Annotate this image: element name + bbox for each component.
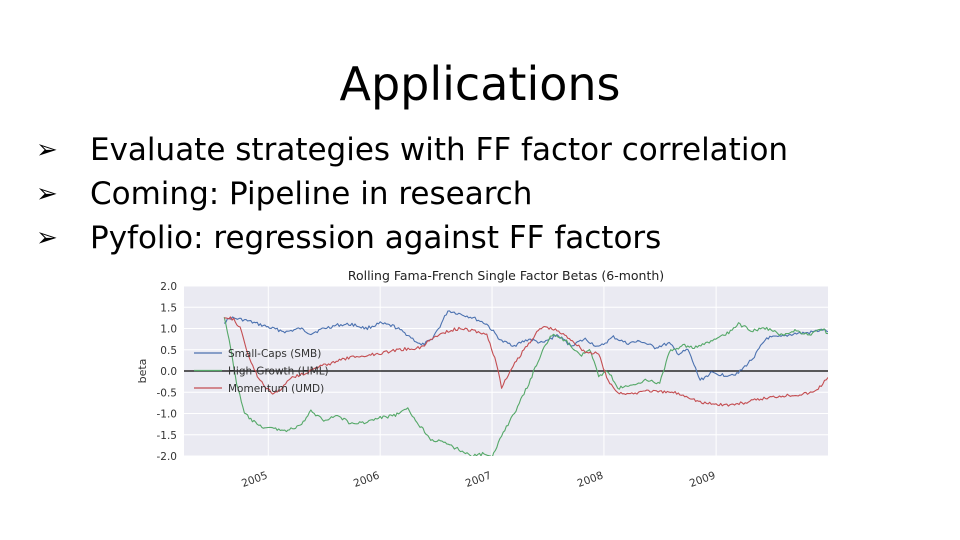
- y-tick-label: -0.5: [157, 387, 178, 399]
- y-tick-label: 2.0: [160, 281, 177, 293]
- y-tick-label: 1.5: [160, 302, 177, 314]
- bullet-text: Evaluate strategies with FF factor corre…: [90, 132, 789, 168]
- x-tick-label: 2006: [352, 469, 382, 490]
- bullet-text: Pyfolio: regression against FF factors: [90, 220, 662, 256]
- y-tick-label: -2.0: [157, 451, 178, 463]
- y-tick-label: -1.0: [157, 409, 178, 421]
- x-tick-label: 2005: [240, 470, 269, 490]
- y-tick-label: 0.5: [160, 345, 177, 357]
- legend-label: Momentum (UMD): [228, 383, 324, 395]
- x-tick-label: 2008: [576, 470, 605, 490]
- legend-label: High-Growth (HML): [228, 366, 329, 378]
- y-axis-label: beta: [136, 359, 149, 384]
- arrow-bullet-icon: ➢: [36, 179, 58, 209]
- arrow-bullet-icon: ➢: [36, 223, 58, 253]
- series-line: [224, 316, 828, 407]
- series-line: [223, 310, 828, 381]
- chart-title: Rolling Fama-French Single Factor Betas …: [348, 268, 664, 283]
- beta-line-chart: Rolling Fama-French Single Factor Betas …: [136, 268, 828, 490]
- legend-label: Small-Caps (SMB): [228, 348, 321, 360]
- series-group: [223, 310, 828, 456]
- series-line: [223, 316, 828, 456]
- y-tick-label: -1.5: [157, 430, 178, 442]
- y-tick-label: 1.0: [160, 324, 177, 336]
- x-tick-label: 2007: [464, 470, 493, 490]
- arrow-bullet-icon: ➢: [36, 135, 58, 165]
- bullet-text: Coming: Pipeline in research: [90, 176, 533, 212]
- x-tick-label: 2009: [688, 470, 717, 490]
- slide-title: Applications: [339, 57, 621, 111]
- y-tick-label: 0.0: [160, 366, 177, 378]
